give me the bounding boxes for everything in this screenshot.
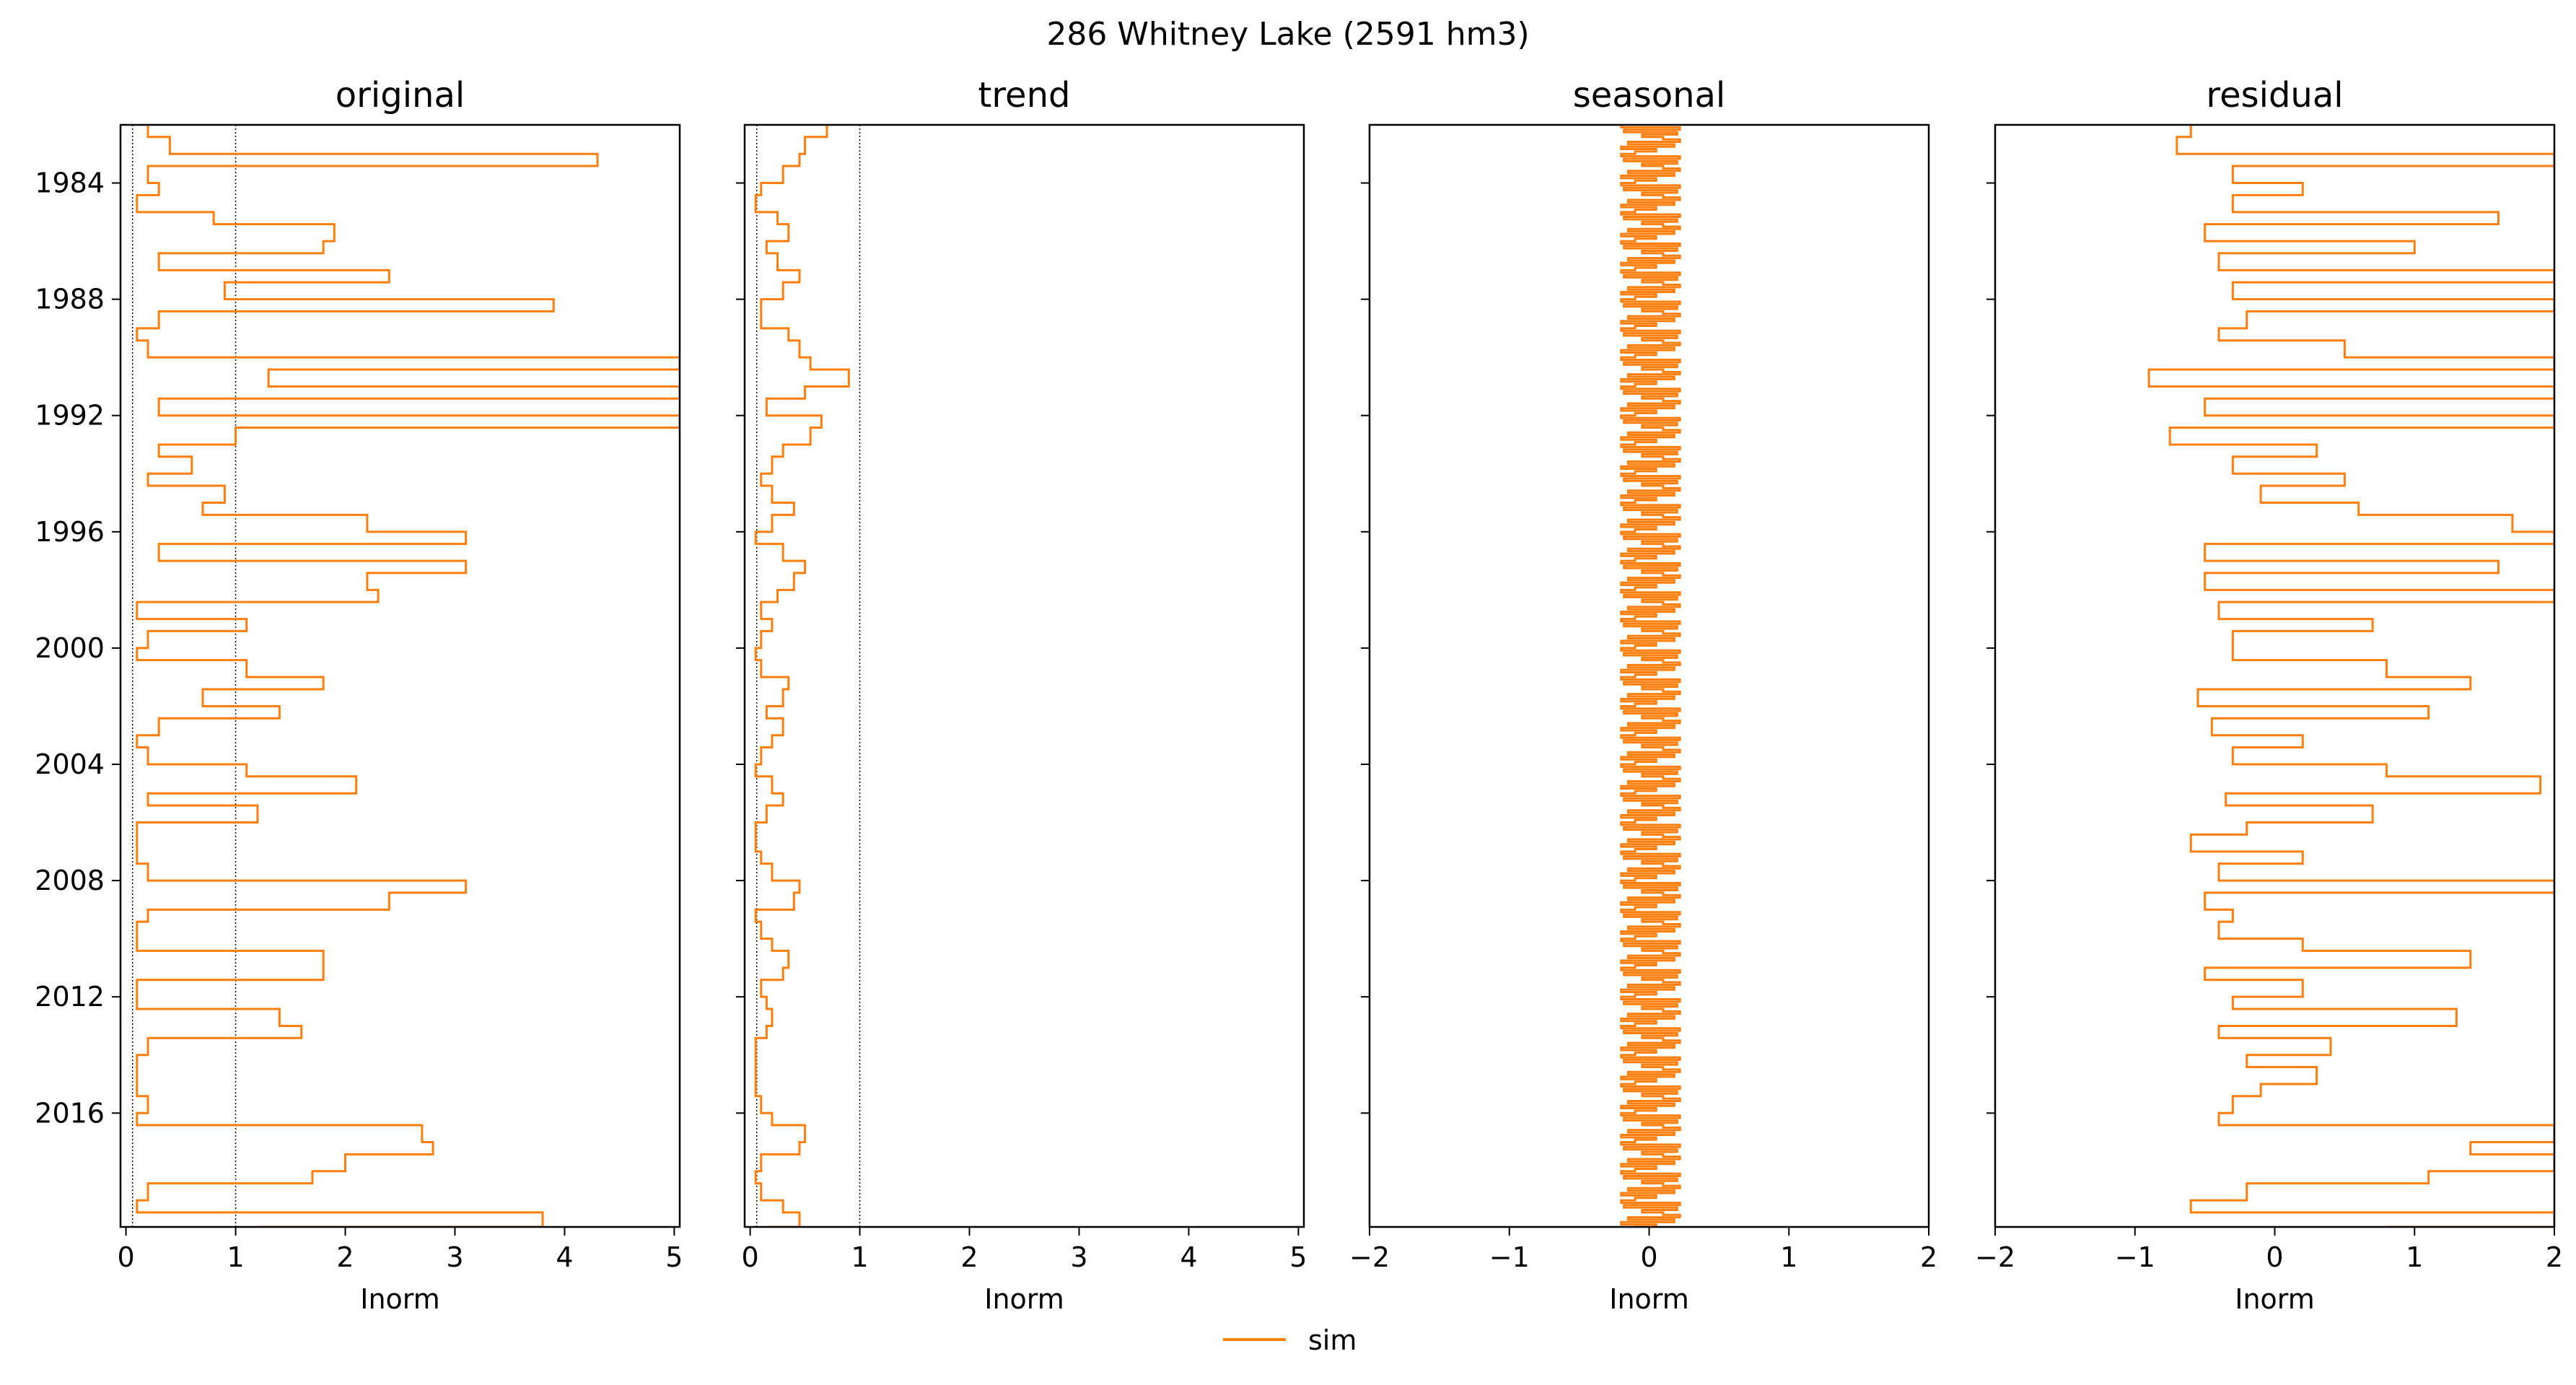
- series-line-sim: [1620, 125, 1681, 1227]
- figure-title: 286 Whitney Lake (2591 hm3): [1046, 16, 1529, 53]
- x-axis-label: Inorm: [984, 1283, 1064, 1315]
- panel-residual: residual −2 −1 0 1 2 Inorm: [1975, 75, 2563, 1315]
- panel-title: residual: [2206, 75, 2343, 115]
- x-tick-label: 1: [1780, 1241, 1797, 1273]
- y-tick-label: 2004: [35, 748, 105, 780]
- x-tick-label: 1: [227, 1241, 244, 1273]
- panel-seasonal: seasonal −2 −1 0 1 2 Inorm: [1349, 75, 1937, 1315]
- y-tick-label: 2000: [35, 632, 105, 664]
- x-tick-label: −1: [2115, 1241, 2155, 1273]
- axes-frame: [119, 123, 681, 1228]
- y-tick-label: 1996: [35, 516, 105, 548]
- x-tick-label: 2: [2546, 1241, 2563, 1273]
- x-tick-label: 4: [1180, 1241, 1197, 1273]
- x-tick-label: 0: [118, 1241, 135, 1273]
- x-tick-label: −2: [1975, 1241, 2015, 1273]
- x-tick-label: 4: [556, 1241, 573, 1273]
- y-tick-label: 2008: [35, 865, 105, 896]
- panel-title: seasonal: [1573, 75, 1726, 115]
- x-tick-label: 2: [1920, 1241, 1937, 1273]
- x-tick-label: 0: [1640, 1241, 1657, 1273]
- legend-label: sim: [1308, 1324, 1357, 1356]
- y-tick-label: 1984: [35, 167, 105, 199]
- x-tick-label: −1: [1489, 1241, 1530, 1273]
- panel-trend: trend 0 1 2 3 4 5 Inorm: [736, 75, 1307, 1315]
- series-line-sim: [754, 125, 850, 1227]
- y-tick-label: 1992: [35, 400, 105, 432]
- x-tick-label: 0: [742, 1241, 759, 1273]
- x-tick-label: 3: [446, 1241, 463, 1273]
- axes-frame: [743, 123, 1305, 1228]
- y-tick-label: 2016: [35, 1097, 105, 1129]
- x-tick-label: 3: [1070, 1241, 1087, 1273]
- x-tick-label: 2: [336, 1241, 354, 1273]
- x-tick-label: 5: [665, 1241, 683, 1273]
- x-tick-label: 2: [960, 1241, 978, 1273]
- y-tick-label: 1988: [35, 284, 105, 315]
- legend: sim: [1223, 1324, 1357, 1356]
- panel-original: original 0 1 2 3 4 5 Inorm 1984 1988 1992 1996 2000 2…: [35, 75, 683, 1315]
- y-tick-label: 2012: [35, 981, 105, 1013]
- x-tick-label: 0: [2266, 1241, 2283, 1273]
- x-axis-label: Inorm: [2235, 1283, 2315, 1315]
- x-axis-label: Inorm: [1609, 1283, 1689, 1315]
- x-axis-label: Inorm: [360, 1283, 440, 1315]
- x-tick-label: 1: [2406, 1241, 2423, 1273]
- series-line-sim: [2147, 125, 2554, 1227]
- x-tick-label: 5: [1289, 1241, 1307, 1273]
- x-tick-label: −2: [1349, 1241, 1390, 1273]
- panel-title: original: [336, 75, 465, 115]
- x-tick-label: 1: [851, 1241, 868, 1273]
- series-line-sim: [136, 125, 680, 1227]
- panel-title: trend: [978, 75, 1071, 115]
